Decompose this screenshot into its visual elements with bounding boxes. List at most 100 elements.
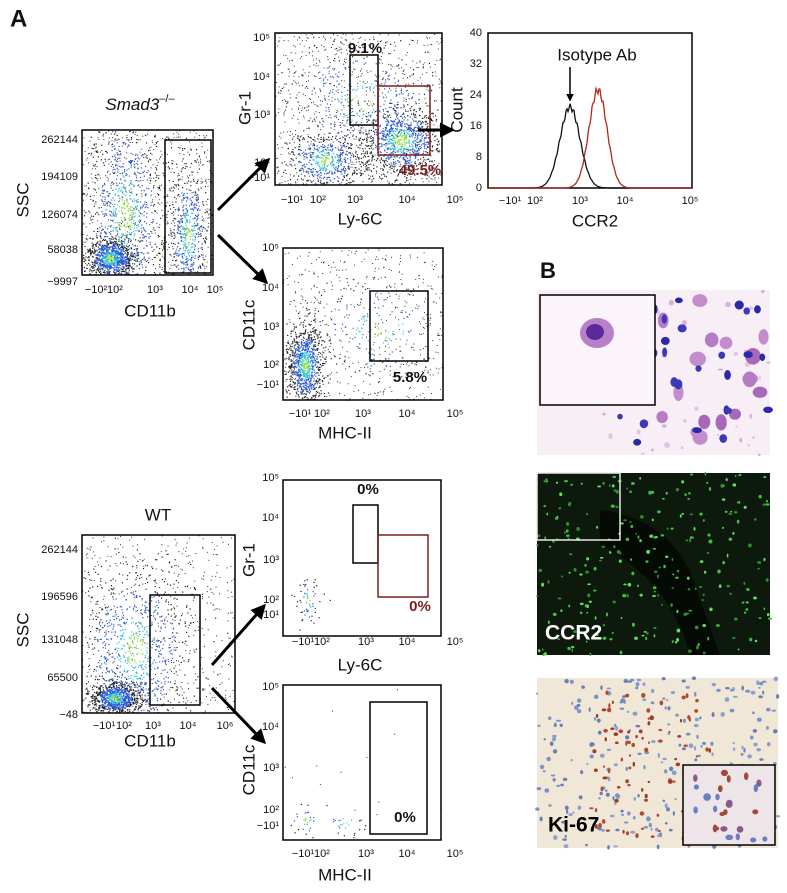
event-dot — [106, 151, 107, 152]
event-dot — [351, 127, 352, 128]
event-dot — [139, 241, 140, 242]
event-dot — [172, 202, 173, 203]
event-dot — [306, 55, 307, 56]
event-dot — [123, 204, 124, 205]
event-dot — [146, 204, 147, 205]
event-dot — [415, 135, 416, 136]
event-dot — [87, 239, 88, 240]
event-dot — [88, 263, 89, 264]
event-dot — [439, 60, 440, 61]
event-dot — [95, 177, 96, 178]
event-dot — [202, 146, 203, 147]
event-dot — [202, 231, 203, 232]
event-dot — [385, 145, 386, 146]
event-dot — [107, 269, 108, 270]
event-dot — [409, 152, 410, 153]
event-dot — [163, 243, 164, 244]
event-dot — [120, 173, 121, 174]
event-dot — [320, 78, 321, 79]
event-dot — [124, 241, 125, 242]
event-dot — [397, 142, 398, 143]
event-dot — [365, 131, 366, 132]
event-dot — [190, 167, 191, 168]
event-dot — [401, 67, 402, 68]
event-dot — [407, 77, 408, 78]
event-dot — [358, 100, 359, 101]
event-dot — [144, 215, 145, 216]
event-dot — [129, 190, 130, 191]
event-dot — [344, 147, 345, 148]
event-dot — [90, 218, 91, 219]
event-dot — [93, 267, 94, 268]
event-dot — [118, 267, 119, 268]
event-dot — [121, 252, 122, 253]
event-dot — [113, 213, 114, 214]
event-dot — [134, 256, 135, 257]
event-dot — [139, 173, 140, 174]
event-dot — [167, 249, 168, 250]
event-dot — [313, 87, 314, 88]
event-dot — [348, 182, 349, 183]
event-dot — [101, 145, 102, 146]
event-dot — [197, 225, 198, 226]
event-dot — [204, 221, 205, 222]
event-dot — [122, 241, 123, 242]
event-dot — [423, 151, 424, 152]
event-dot — [123, 217, 124, 218]
event-dot — [174, 172, 175, 173]
event-dot — [180, 137, 181, 138]
event-dot — [83, 200, 84, 201]
event-dot — [174, 197, 175, 198]
event-dot — [135, 212, 136, 213]
event-dot — [83, 258, 84, 259]
event-dot — [386, 160, 387, 161]
event-dot — [89, 273, 90, 274]
event-dot — [191, 243, 192, 244]
event-dot — [426, 137, 427, 138]
event-dot — [352, 108, 353, 109]
event-dot — [116, 248, 117, 249]
event-dot — [366, 165, 367, 166]
event-dot — [279, 136, 280, 137]
event-dot — [418, 133, 419, 134]
event-dot — [407, 129, 408, 130]
event-dot — [326, 169, 327, 170]
event-dot — [417, 137, 418, 138]
event-dot — [163, 246, 164, 247]
event-dot — [105, 204, 106, 205]
event-dot — [197, 210, 198, 211]
event-dot — [407, 90, 408, 91]
event-dot — [193, 233, 194, 234]
event-dot — [179, 153, 180, 154]
event-dot — [316, 157, 317, 158]
event-dot — [340, 127, 341, 128]
event-dot — [108, 171, 109, 172]
event-dot — [143, 205, 144, 206]
event-dot — [155, 172, 156, 173]
event-dot — [284, 84, 285, 85]
event-dot — [379, 62, 380, 63]
event-dot — [107, 257, 108, 258]
event-dot — [278, 148, 279, 149]
event-dot — [183, 154, 184, 155]
event-dot — [108, 247, 109, 248]
event-dot — [200, 233, 201, 234]
event-dot — [182, 167, 183, 168]
event-dot — [416, 62, 417, 63]
event-dot — [355, 159, 356, 160]
event-dot — [154, 257, 155, 258]
event-dot — [298, 109, 299, 110]
event-dot — [124, 253, 125, 254]
event-dot — [400, 134, 401, 135]
event-dot — [392, 129, 393, 130]
event-dot — [304, 156, 305, 157]
event-dot — [144, 154, 145, 155]
event-dot — [141, 262, 142, 263]
event-dot — [320, 139, 321, 140]
event-dot — [110, 243, 111, 244]
event-dot — [299, 144, 300, 145]
event-dot — [345, 99, 346, 100]
event-dot — [395, 82, 396, 83]
event-dot — [197, 196, 198, 197]
event-dot — [391, 103, 392, 104]
